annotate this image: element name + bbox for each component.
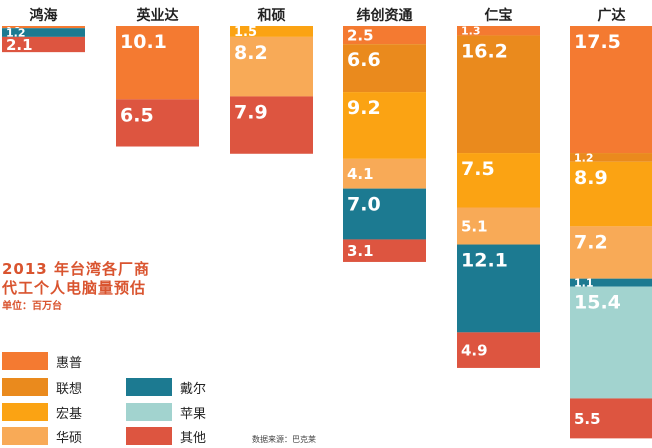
bar-segment-dell: [457, 244, 540, 333]
category-label: 纬创资通: [357, 7, 413, 24]
value-label: 7.0: [347, 194, 381, 216]
bar-segment-acer: [570, 161, 652, 227]
value-label: 1.5: [234, 25, 257, 40]
legend-label-hp: 惠普: [56, 355, 83, 371]
value-label: 2.5: [347, 26, 374, 44]
category-label: 广达: [598, 7, 626, 24]
bar-segment-acer: [343, 92, 426, 159]
category-label: 鸿海: [30, 7, 58, 24]
value-label: 3.1: [347, 242, 374, 260]
legend-swatch-dell: [126, 378, 172, 396]
bar-segment-other: [570, 398, 652, 439]
category-label: 和硕: [258, 8, 286, 24]
value-label: 7.9: [234, 101, 268, 123]
value-label: 5.1: [461, 217, 488, 235]
bar-segment-other: [116, 99, 199, 147]
value-label: 1.3: [461, 25, 481, 38]
value-label: 8.2: [234, 42, 268, 64]
chart-title-line-1: 2013 年台湾各厂商: [2, 260, 150, 278]
legend-item-dell: 戴尔: [126, 378, 207, 397]
value-label: 6.5: [120, 104, 154, 126]
legend-swatch-lenovo: [2, 378, 48, 396]
bar-segment-hp: [570, 26, 652, 154]
legend-label-acer: 宏基: [56, 406, 83, 422]
legend-item-other: 其他: [126, 427, 207, 446]
unit-label: 单位：百万台: [2, 301, 62, 312]
legend-label-asus: 华硕: [56, 430, 83, 446]
value-label: 6.6: [347, 49, 381, 71]
bar-segment-other: [230, 96, 313, 154]
bar-segment-acer: [230, 26, 313, 37]
value-label: 4.9: [461, 342, 488, 360]
category-label: 英业达: [136, 7, 179, 24]
legend-label-apple: 苹果: [180, 406, 207, 422]
bar-segment-asus: [457, 207, 540, 245]
value-label: 7.5: [461, 158, 495, 180]
chart-title-line-2: 代工个人电脑量预估: [2, 279, 147, 297]
legend-swatch-acer: [2, 403, 48, 421]
legend-swatch-hp: [2, 352, 48, 370]
value-label: 2.1: [6, 36, 33, 54]
legend-item-acer: 宏基: [2, 403, 83, 422]
bar-segment-lenovo: [457, 35, 540, 154]
value-label: 12.1: [461, 250, 508, 272]
source-note: 数据来源：巴克莱: [252, 435, 316, 444]
value-label: 9.2: [347, 97, 381, 119]
value-label: 5.5: [574, 410, 601, 428]
value-label: 4.1: [347, 165, 374, 183]
bar-segment-hp: [2, 26, 85, 29]
value-label: 15.4: [574, 292, 621, 314]
bar-segment-apple: [570, 286, 652, 399]
value-label: 8.9: [574, 167, 608, 189]
value-label: 17.5: [574, 31, 621, 53]
bar-segment-dell: [570, 278, 652, 287]
bar-segment-other: [2, 36, 85, 53]
legend-swatch-asus: [2, 427, 48, 445]
value-label: 1.2: [6, 26, 26, 39]
bar-segment-asus: [343, 158, 426, 189]
bar-segment-dell: [2, 28, 85, 37]
legend-label-other: 其他: [180, 430, 207, 446]
value-label: 1.1: [574, 277, 594, 290]
bar-segment-acer: [457, 153, 540, 208]
legend-swatch-apple: [126, 403, 172, 421]
category-label: 仁宝: [485, 7, 513, 24]
legend-item-hp: 惠普: [2, 352, 83, 371]
legend-label-dell: 戴尔: [180, 381, 207, 397]
value-label: 1.2: [574, 151, 594, 164]
legend-label-lenovo: 联想: [56, 381, 83, 397]
bar-segment-hp: [343, 26, 426, 45]
value-label: 10.1: [120, 31, 167, 53]
value-label: 16.2: [461, 40, 508, 62]
legend-swatch-other: [126, 427, 172, 445]
bar-segment-lenovo: [570, 153, 652, 162]
bar-segment-asus: [230, 36, 313, 97]
bar-segment-other: [457, 332, 540, 368]
legend-item-apple: 苹果: [126, 403, 207, 422]
legend-item-asus: 华硕: [2, 427, 83, 446]
bar-segment-dell: [343, 188, 426, 240]
bar-segment-hp: [457, 26, 540, 36]
bar-segment-hp: [116, 26, 199, 100]
legend-item-lenovo: 联想: [2, 378, 83, 397]
bar-segment-asus: [570, 226, 652, 279]
bar-segment-lenovo: [343, 44, 426, 93]
bar-segment-other: [343, 239, 426, 262]
value-label: 7.2: [574, 231, 608, 253]
